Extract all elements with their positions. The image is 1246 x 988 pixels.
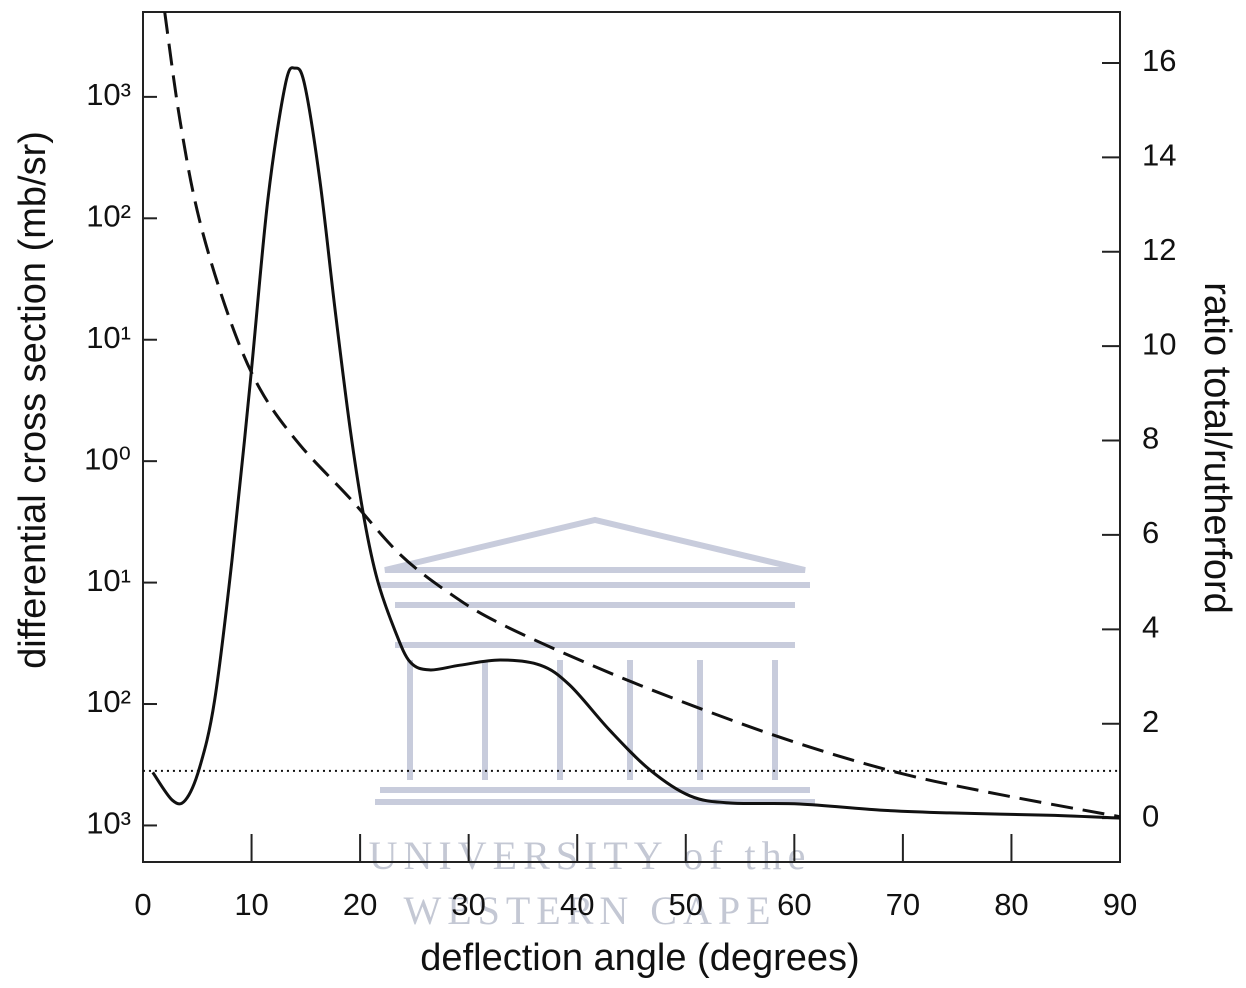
y-tick-label: 10² <box>86 684 131 719</box>
y2-tick-label: 4 <box>1142 610 1159 645</box>
x-tick-label: 90 <box>1103 887 1137 922</box>
y-tick-label: 10³ <box>86 806 131 841</box>
y2-tick-label: 6 <box>1142 515 1159 550</box>
x-tick-label: 40 <box>560 887 594 922</box>
y2-axis-label: ratio total/rutherford <box>1196 282 1238 614</box>
y2-tick-label: 10 <box>1142 326 1176 361</box>
series-line <box>163 12 1120 819</box>
y-tick-label: 10¹ <box>86 563 131 598</box>
x-tick-label: 70 <box>886 887 920 922</box>
plot-frame <box>142 11 1121 863</box>
y-tick-label: 10² <box>86 198 131 233</box>
y2-tick-label: 2 <box>1142 704 1159 739</box>
y2-tick-label: 12 <box>1142 232 1176 267</box>
watermark-text: WESTERN CAPE <box>403 888 776 933</box>
y-tick-label: 10¹ <box>86 320 131 355</box>
y-tick-label: 10⁰ <box>84 441 131 476</box>
x-tick-label: 80 <box>994 887 1028 922</box>
x-tick-label: 30 <box>451 887 485 922</box>
series-line <box>151 66 1120 820</box>
x-tick-label: 0 <box>134 887 151 922</box>
x-tick-label: 10 <box>234 887 268 922</box>
x-tick-label: 50 <box>669 887 703 922</box>
y2-tick-label: 14 <box>1142 138 1176 173</box>
y-tick-label: 10³ <box>86 77 131 112</box>
y2-tick-label: 0 <box>1142 798 1159 833</box>
y2-tick-label: 8 <box>1142 421 1159 456</box>
x-axis-label: deflection angle (degrees) <box>420 937 859 979</box>
y-axis-label: differential cross section (mb/sr) <box>12 131 54 669</box>
watermark-building <box>375 516 815 805</box>
x-tick-label: 20 <box>343 887 377 922</box>
x-tick-label: 60 <box>777 887 811 922</box>
y2-tick-label: 16 <box>1142 43 1176 78</box>
watermark-text: UNIVERSITY of the <box>369 833 812 878</box>
